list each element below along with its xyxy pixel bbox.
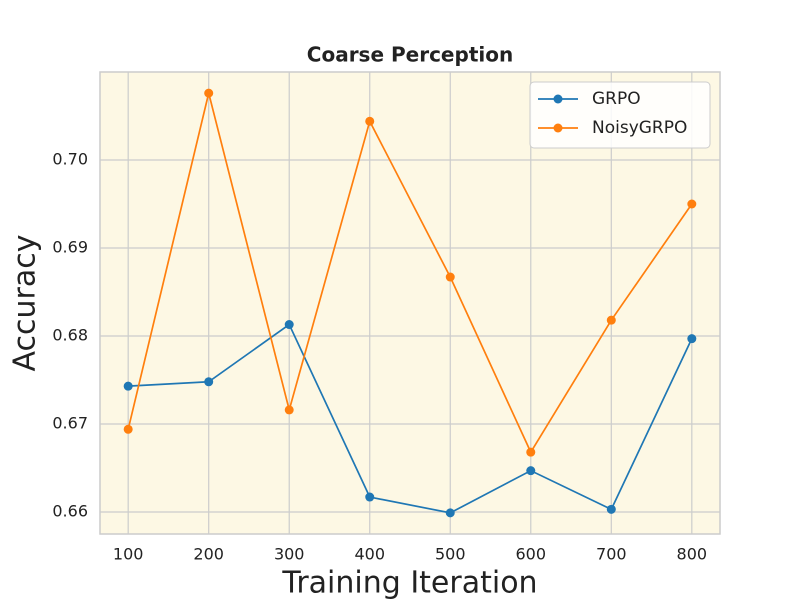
- data-point: [123, 424, 133, 434]
- legend-label: NoisyGRPO: [592, 118, 687, 138]
- data-point: [284, 320, 294, 330]
- y-tick-label: 0.70: [52, 150, 88, 169]
- x-tick-label: 100: [113, 545, 144, 564]
- y-axis-label: Accuracy: [8, 235, 43, 372]
- x-axis-label: Training Iteration: [281, 566, 537, 600]
- data-point: [204, 88, 214, 98]
- data-point: [606, 315, 616, 325]
- data-point: [123, 381, 133, 391]
- data-point: [445, 508, 455, 518]
- chart-title: Coarse Perception: [307, 43, 513, 67]
- data-point: [526, 466, 536, 476]
- data-point: [687, 334, 697, 344]
- y-tick-label: 0.67: [52, 414, 88, 433]
- data-point: [284, 405, 294, 415]
- legend-label: GRPO: [592, 89, 641, 109]
- x-tick-label: 200: [193, 545, 224, 564]
- plot-background: [100, 72, 720, 534]
- legend: GRPO NoisyGRPO: [529, 81, 711, 149]
- data-point: [204, 377, 214, 387]
- legend-marker: [553, 123, 563, 133]
- y-tick-label: 0.69: [52, 238, 88, 257]
- data-point: [526, 447, 536, 457]
- series-line: [128, 323, 693, 514]
- x-tick-label: 400: [354, 545, 385, 564]
- data-point: [445, 272, 455, 282]
- x-tick-label: 700: [596, 545, 627, 564]
- y-tick-label: 0.68: [52, 326, 88, 345]
- data-point: [365, 492, 375, 502]
- data-point: [687, 199, 697, 209]
- data-point: [606, 504, 616, 514]
- x-tick-label: 300: [274, 545, 305, 564]
- x-tick-label: 500: [435, 545, 466, 564]
- series-line: [127, 92, 693, 454]
- x-tick-label: 800: [677, 545, 708, 564]
- plot-frame: [99, 71, 721, 535]
- legend-marker: [553, 94, 563, 104]
- y-tick-label: 0.66: [52, 502, 88, 521]
- data-point: [365, 116, 375, 126]
- x-tick-label: 600: [516, 545, 547, 564]
